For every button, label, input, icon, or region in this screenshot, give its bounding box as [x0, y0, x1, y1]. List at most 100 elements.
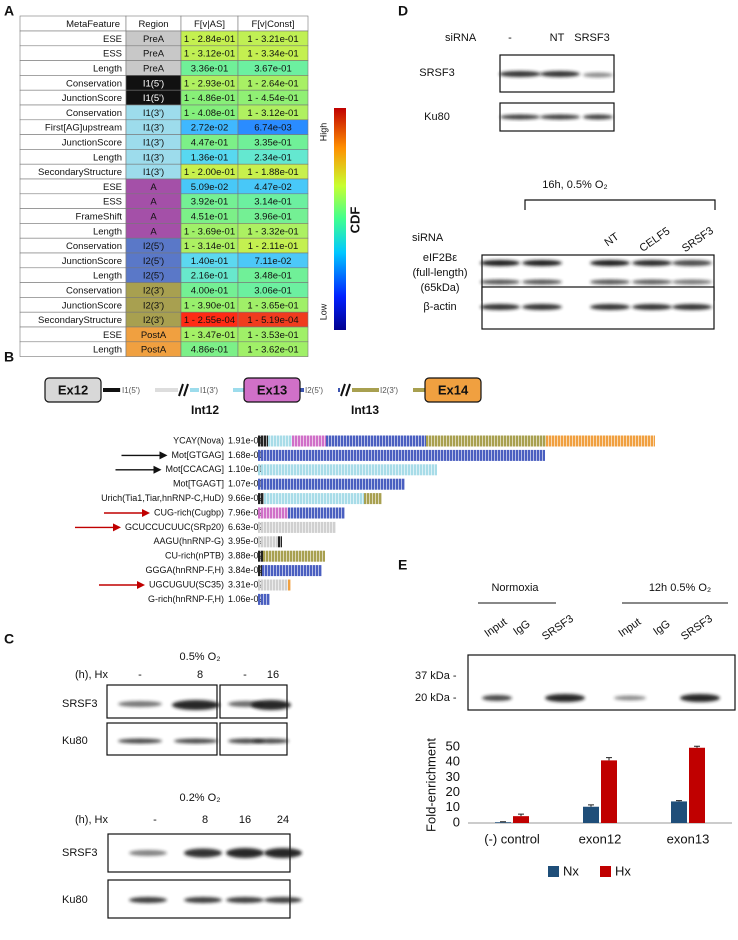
motif-bar-segment — [432, 435, 435, 447]
motif-bar-segment — [369, 478, 372, 490]
bar — [583, 806, 599, 823]
motif-bar-segment — [258, 449, 261, 461]
motif-bar-segment — [288, 464, 291, 476]
motif-bar-segment — [654, 435, 655, 447]
motif-bar-segment — [291, 449, 294, 461]
motif-bar-segment — [321, 478, 324, 490]
motif-bar-segment — [297, 493, 300, 505]
motif-bar-segment — [376, 493, 379, 505]
motif-bar-segment — [366, 478, 369, 490]
cell-text: First[AG]upstream — [45, 123, 122, 134]
motif-bar-segment — [261, 593, 264, 605]
motif-bar-segment — [264, 536, 267, 548]
motif-bar-segment — [425, 435, 426, 447]
motif-name: UGCUGUU(SC35) — [149, 579, 224, 589]
motif-bar-segment — [279, 449, 282, 461]
motif-bar-segment — [351, 449, 354, 461]
motif-bar-segment — [367, 493, 370, 505]
lane-label: SRSF3 — [680, 225, 716, 255]
cell-text: I2(3') — [143, 286, 164, 297]
motif-bar-segment — [354, 464, 357, 476]
motif-bar-segment — [378, 449, 381, 461]
blot-band — [500, 114, 540, 120]
motif-bar-segment — [357, 478, 360, 490]
motif-bar-segment — [410, 435, 413, 447]
motif-bar-segment — [308, 550, 311, 562]
motif-bar-segment — [552, 435, 555, 447]
motif-bar-segment — [271, 435, 274, 447]
blot-band — [590, 260, 630, 266]
blot-band — [583, 114, 613, 120]
motif-name: Mot[CCACAG] — [165, 464, 224, 474]
header-text: MetaFeature — [66, 19, 120, 30]
motif-bar-segment — [258, 550, 261, 562]
motif-name: Mot[GTGAG] — [171, 450, 224, 460]
cell-text: A — [150, 212, 157, 223]
blot-band — [228, 738, 264, 744]
header-text: F[v|Const] — [251, 19, 294, 30]
cell-text: I1(3') — [143, 108, 164, 119]
cell-text: 1 - 2.55e-04 — [184, 315, 235, 326]
motif-bar-segment — [354, 478, 357, 490]
motif-bar-segment — [588, 435, 591, 447]
panel-label: D — [398, 3, 408, 19]
blot-band — [129, 850, 167, 856]
motif-bar-segment — [519, 435, 522, 447]
cell-text: 6.74e-03 — [254, 123, 292, 134]
cell-text: 5.09e-02 — [191, 182, 229, 193]
region-label: I1(3') — [200, 386, 218, 395]
motif-bar-segment — [444, 435, 447, 447]
exon-label: Ex13 — [257, 382, 287, 397]
motif-bar-segment — [285, 521, 288, 533]
motif-bar-segment — [329, 435, 332, 447]
cell-text: JunctionScore — [62, 300, 122, 311]
motif-bar-segment — [624, 435, 627, 447]
motif-bar-segment — [373, 493, 376, 505]
motif-bar-segment — [287, 550, 290, 562]
motif-bar-segment — [274, 565, 277, 577]
cell-text: Conservation — [66, 241, 122, 252]
cell-text: I2(5') — [143, 256, 164, 267]
motif-bar-segment — [525, 449, 528, 461]
motif-bar-segment — [327, 449, 330, 461]
motif-bar-segment — [359, 435, 362, 447]
group-label: 12h 0.5% O₂ — [649, 582, 711, 594]
blot-band — [174, 738, 218, 744]
motif-bar-segment — [363, 478, 366, 490]
motif-bar-segment — [627, 435, 630, 447]
motif-bar-segment — [268, 565, 271, 577]
motif-bar-segment — [258, 507, 261, 519]
bar — [513, 816, 529, 823]
motif-bar-segment — [297, 464, 300, 476]
motif-bar-segment — [267, 507, 270, 519]
blot-label: (full-length) — [412, 267, 467, 279]
cell-text: Conservation — [66, 78, 122, 89]
arrow-head — [159, 451, 168, 460]
cell-text: 1 - 4.86e-01 — [184, 93, 235, 104]
motif-bar-segment — [370, 493, 373, 505]
motif-bar-segment — [399, 449, 402, 461]
motif-bar-segment — [398, 435, 401, 447]
motif-bar-segment — [273, 579, 276, 591]
blot-band — [253, 738, 289, 744]
motif-bar-segment — [459, 449, 462, 461]
motif-bar-segment — [333, 507, 336, 519]
motif-bar-segment — [366, 464, 369, 476]
bar — [671, 801, 687, 823]
motif-bar-segment — [333, 493, 336, 505]
blot-band — [522, 304, 562, 310]
colorbar-high: High — [318, 123, 328, 142]
motif-bar-segment — [272, 550, 275, 562]
motif-bar-segment — [267, 464, 270, 476]
motif-bar-segment — [368, 435, 371, 447]
motif-bar-segment — [277, 435, 280, 447]
motif-bar-segment — [300, 521, 303, 533]
motif-bar-segment — [276, 521, 279, 533]
motif-bar-segment — [495, 449, 498, 461]
motif-bar-segment — [267, 493, 270, 505]
motif-bar-segment — [531, 435, 534, 447]
exon — [424, 377, 482, 403]
motif-bar-segment — [339, 507, 342, 519]
motif-bar-segment — [345, 493, 348, 505]
motif-bar-segment — [318, 449, 321, 461]
